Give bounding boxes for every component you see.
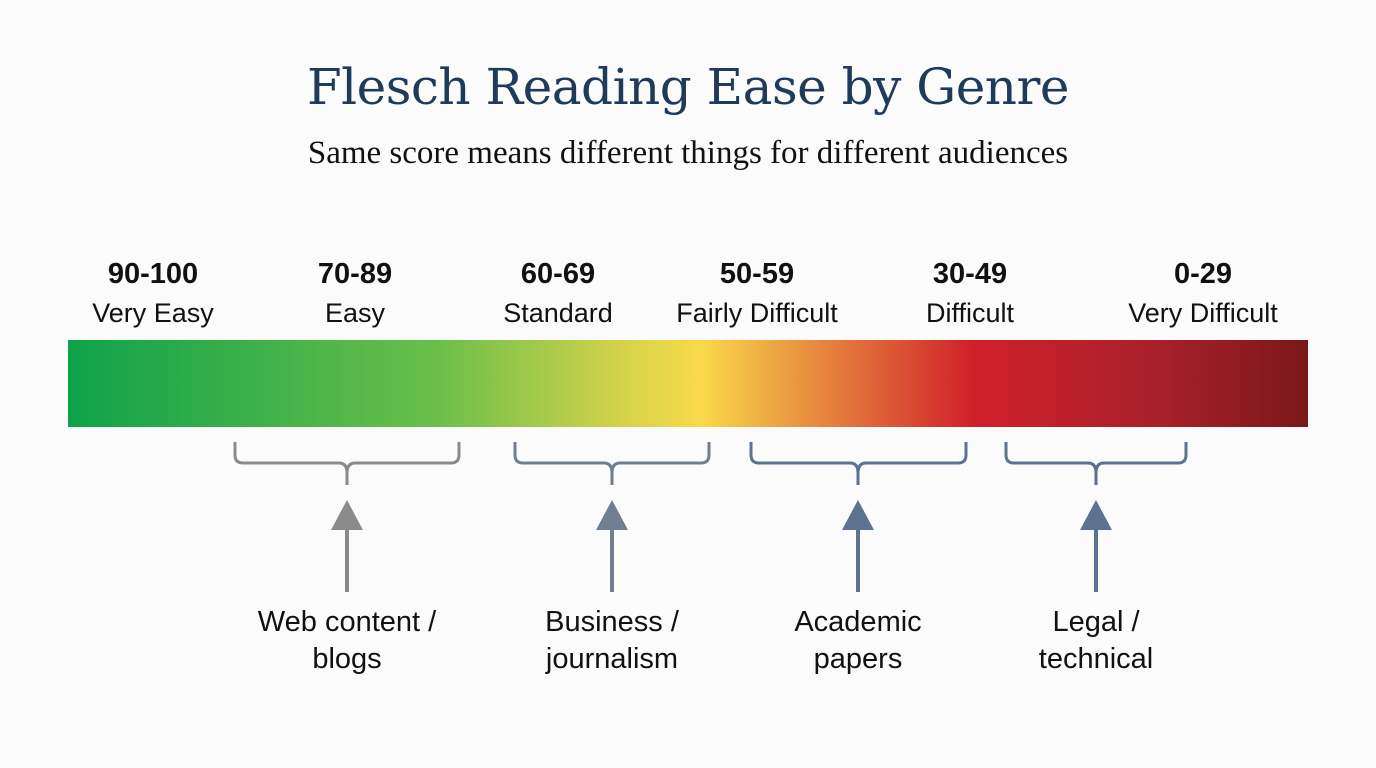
genre-label-3: Legal / technical	[1038, 606, 1154, 675]
scale-range-1: 70-89	[317, 258, 393, 290]
genre-label-1: Business / journalism	[545, 606, 679, 675]
arrow-head-icon	[331, 500, 363, 530]
scale-range-0: 90-100	[107, 258, 199, 290]
scale-range-5: 0-29	[1173, 258, 1233, 290]
reading-ease-gradient-bar	[68, 340, 1308, 427]
scale-range-3: 50-59	[719, 258, 795, 290]
scale-range-2: 60-69	[520, 258, 596, 290]
arrow-head-icon	[596, 500, 628, 530]
arrow-head-icon	[842, 500, 874, 530]
scale-label-4: Difficult	[925, 298, 1015, 328]
genre-label-2: Academic papers	[794, 606, 922, 675]
scale-label-0: Very Easy	[92, 298, 214, 328]
genre-label-0: Web content / blogs	[257, 606, 437, 675]
page-title: Flesch Reading Ease by Genre	[306, 58, 1070, 116]
scale-label-3: Fairly Difficult	[676, 298, 838, 328]
bracket-3	[1004, 442, 1188, 485]
scale-range-4: 30-49	[932, 258, 1008, 290]
scale-label-5: Very Difficult	[1128, 298, 1278, 328]
bracket-1	[513, 442, 711, 485]
bracket-0	[233, 442, 461, 485]
scale-label-1: Easy	[324, 298, 386, 328]
arrow-head-icon	[1080, 500, 1112, 530]
scale-label-2: Standard	[503, 298, 613, 328]
bracket-2	[749, 442, 968, 485]
page-subtitle: Same score means different things for di…	[307, 135, 1069, 171]
